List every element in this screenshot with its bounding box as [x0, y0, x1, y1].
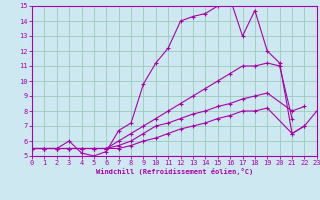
X-axis label: Windchill (Refroidissement éolien,°C): Windchill (Refroidissement éolien,°C) — [96, 168, 253, 175]
